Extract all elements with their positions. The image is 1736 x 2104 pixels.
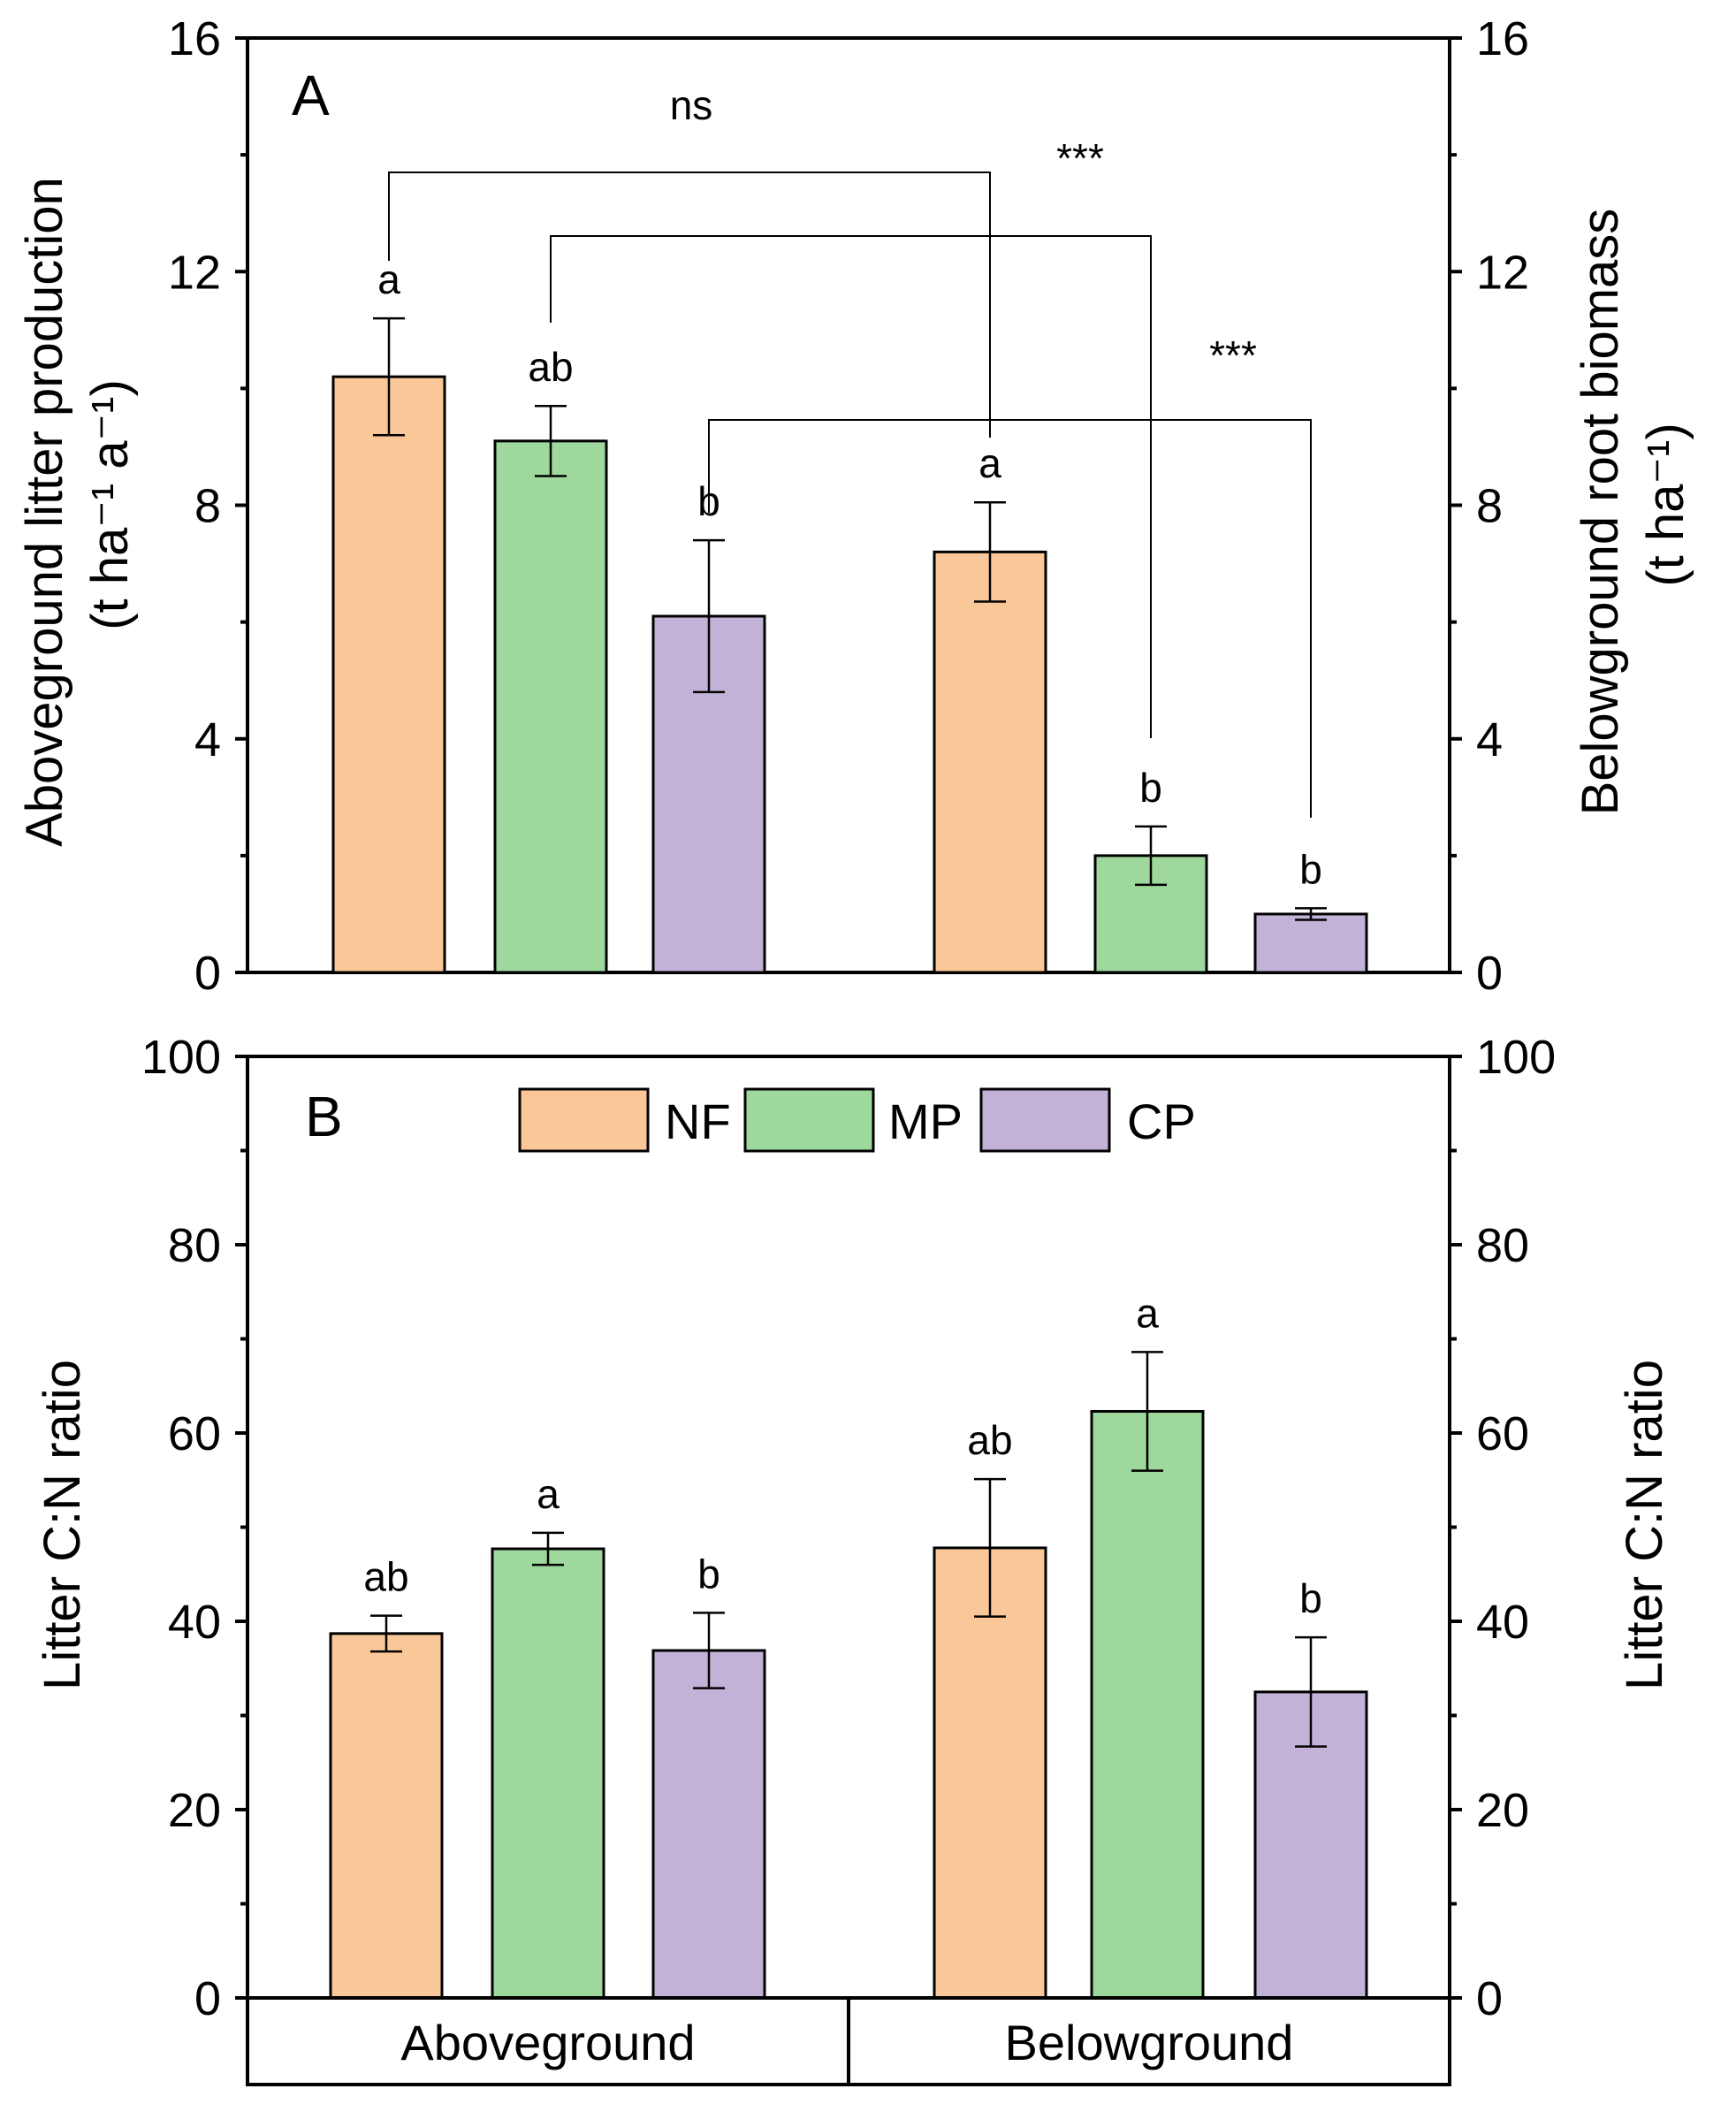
- right-tick-label: 60: [1476, 1407, 1529, 1460]
- left-tick-label: 12: [168, 246, 221, 299]
- legend-swatch-mp: [743, 1087, 875, 1153]
- significance-letter: b: [1299, 1575, 1322, 1621]
- legend-label-mp: MP: [888, 1094, 963, 1149]
- panel-a-label: A: [292, 64, 330, 127]
- panel-a-left-axis-title-line2: (t ha⁻¹ a⁻¹): [81, 379, 139, 630]
- right-tick-label: 0: [1476, 1972, 1503, 2025]
- legend-label-nf: NF: [665, 1094, 731, 1149]
- right-tick-label: 80: [1476, 1219, 1529, 1272]
- legend-label-cp: CP: [1127, 1094, 1196, 1149]
- panel-a-left-axis-title-line1: Aboveground litter production: [16, 177, 73, 847]
- bar-a-aboveground-mp: [493, 439, 608, 974]
- significance-letter: a: [537, 1471, 560, 1517]
- legend: NF MP CP: [518, 1087, 1196, 1153]
- right-tick-label: 0: [1476, 947, 1503, 1000]
- left-tick-label: 0: [194, 1972, 221, 2025]
- bracket-nf: [388, 172, 991, 438]
- annotation-sig-cp: ***: [1209, 332, 1257, 378]
- right-tick-label: 20: [1476, 1784, 1529, 1837]
- panel-a-brackets: [388, 172, 1312, 818]
- right-tick-label: 12: [1476, 246, 1529, 299]
- significance-letter: b: [697, 1551, 720, 1597]
- category-label-aboveground: Aboveground: [400, 2015, 695, 2070]
- right-tick-label: 100: [1476, 1031, 1556, 1084]
- significance-letter: a: [1136, 1290, 1159, 1336]
- left-tick-label: 8: [194, 480, 221, 533]
- significance-letter: a: [377, 256, 400, 302]
- annotation-sig-mp: ***: [1056, 135, 1104, 181]
- legend-swatch-cp: [979, 1087, 1111, 1153]
- panel-a-right-axis-title: Belowground root biomass (t ha⁻¹): [1572, 194, 1694, 816]
- panel-b-left-axis-title: Litter C:N ratio: [34, 1360, 91, 1690]
- panel-a-right-axis-title-line1: Belowground root biomass: [1572, 209, 1629, 816]
- panel-b-right-axis: 0 20 40 60 80 100: [1450, 1031, 1556, 2025]
- bar-a-aboveground-nf: [331, 375, 446, 974]
- left-tick-label: 40: [168, 1596, 221, 1649]
- panel-b-left-axis: 0 20 40 60 80 100: [141, 1031, 247, 2025]
- panel-a-right-axis-title-line2: (t ha⁻¹): [1637, 423, 1694, 586]
- left-tick-label: 4: [194, 713, 221, 766]
- right-tick-label: 16: [1476, 12, 1529, 65]
- bracket-cp: [708, 419, 1312, 818]
- panel-a-left-axis-title: Aboveground litter production (t ha⁻¹ a⁻…: [16, 163, 139, 847]
- annotation-ns: ns: [670, 82, 713, 128]
- bar-b-aboveground-nf: [329, 1632, 444, 2000]
- bar-b-belowground-nf: [933, 1546, 1047, 2000]
- bar-a-belowground-cp: [1253, 912, 1368, 974]
- right-tick-label: 4: [1476, 713, 1503, 766]
- panel-a-right-axis: 0 4 8 12 16: [1450, 12, 1529, 1000]
- bracket-mp: [550, 235, 1152, 738]
- left-tick-label: 60: [168, 1407, 221, 1460]
- significance-letter: a: [978, 440, 1001, 486]
- significance-letter: ab: [967, 1417, 1012, 1463]
- bar-b-aboveground-mp: [491, 1547, 605, 2000]
- panel-a: A 0 4 8 12 16 0 4 8 12 16 Aboveground litter pro…: [16, 12, 1694, 1000]
- left-tick-label: 80: [168, 1219, 221, 1272]
- left-tick-label: 20: [168, 1784, 221, 1837]
- significance-letter: ab: [363, 1554, 408, 1600]
- panel-b-label: B: [305, 1085, 343, 1148]
- panel-b-right-axis-title: Litter C:N ratio: [1616, 1360, 1673, 1690]
- right-tick-label: 40: [1476, 1596, 1529, 1649]
- panel-a-left-axis: 0 4 8 12 16: [168, 12, 247, 1000]
- left-tick-label: 0: [194, 947, 221, 1000]
- legend-swatch-nf: [518, 1087, 650, 1153]
- category-axis: Aboveground Belowground: [246, 1996, 1451, 2086]
- category-label-belowground: Belowground: [1005, 2015, 1294, 2070]
- bar-b-belowground-mp: [1090, 1410, 1205, 2000]
- left-tick-label: 100: [141, 1031, 221, 1084]
- panel-b: B 0 20 40 60 80 100 0 20 40 60 80 100 Litter C:N r…: [34, 1031, 1673, 2025]
- significance-letter: b: [1139, 765, 1162, 811]
- left-tick-label: 16: [168, 12, 221, 65]
- significance-letter: b: [1299, 846, 1322, 892]
- bar-a-belowground-nf: [933, 550, 1047, 974]
- significance-letter: ab: [528, 344, 573, 390]
- bar-b-aboveground-cp: [651, 1649, 766, 2000]
- right-tick-label: 8: [1476, 480, 1503, 533]
